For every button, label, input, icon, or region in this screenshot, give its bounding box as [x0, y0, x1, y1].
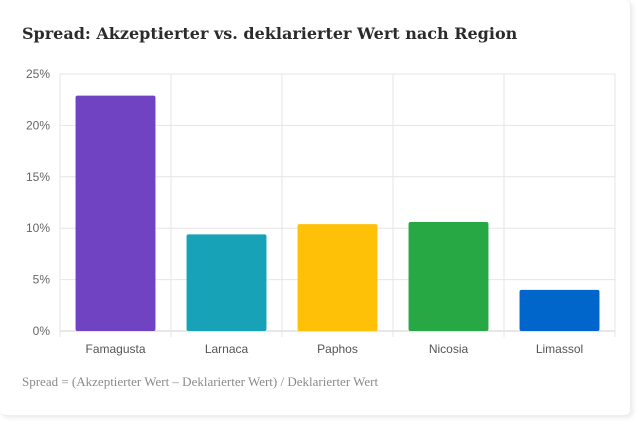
x-tick-label: Nicosia	[429, 342, 469, 356]
bar-larnaca[interactable]	[186, 234, 267, 331]
x-tick-label: Limassol	[536, 342, 583, 356]
y-tick-label: 10%	[26, 221, 50, 235]
y-tick-label: 0%	[33, 324, 51, 338]
bar-limassol[interactable]	[519, 289, 600, 331]
bar-famagusta[interactable]	[75, 95, 156, 331]
x-tick-label: Larnaca	[205, 342, 249, 356]
x-axis-labels: Famagusta Larnaca Paphos Nicosia Limassol	[85, 342, 583, 356]
bars	[75, 95, 600, 331]
bar-nicosia[interactable]	[408, 222, 489, 331]
bar-paphos[interactable]	[297, 224, 378, 331]
chart-card: Spread: Akzeptierter vs. deklarierter We…	[0, 0, 631, 416]
chart-footnote: Spread = (Akzeptierter Wert – Deklariert…	[22, 374, 379, 389]
y-tick-label: 5%	[33, 273, 51, 287]
chart-title: Spread: Akzeptierter vs. deklarierter We…	[22, 24, 518, 43]
x-tick-label: Paphos	[317, 342, 358, 356]
y-axis-labels: 0% 5% 10% 15% 20% 25%	[26, 67, 50, 338]
y-tick-label: 20%	[26, 118, 50, 132]
y-tick-label: 25%	[26, 67, 50, 81]
x-tick-label: Famagusta	[85, 342, 145, 356]
y-tick-label: 15%	[26, 170, 50, 184]
